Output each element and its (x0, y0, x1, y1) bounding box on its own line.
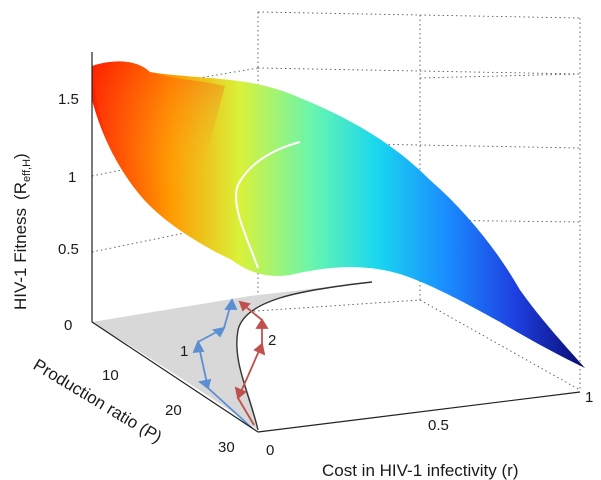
x-axis-ticks: 0 0.5 1 (266, 389, 593, 459)
x-axis-title: Cost in HIV-1 infectivity (r) (322, 461, 519, 480)
z-tick-label: 0 (64, 317, 72, 334)
evolution-path-1 (192, 298, 253, 429)
evolution-path-2 (234, 300, 269, 426)
y-axis-title: Production ratio (P) (30, 355, 165, 447)
z-tick-label: 0.5 (58, 241, 79, 258)
z-tick-label: 1.5 (58, 91, 79, 108)
z-axis-ticks: 0 0.5 1 1.5 (58, 91, 79, 334)
floor-feasible-region (92, 282, 372, 430)
z-axis-title-main: HIV-1 Fitness (11, 208, 30, 310)
floor-boundary-curve (236, 281, 373, 431)
x-tick-label: 0.5 (428, 417, 449, 434)
z-axis-title-close: ) (11, 153, 30, 159)
fitness-surface (92, 61, 585, 368)
z-tick-label: 1 (68, 169, 76, 186)
z-axis-title-open: (R (11, 182, 30, 200)
path-label-2: 2 (268, 332, 276, 349)
fitness-contour-line (235, 141, 301, 269)
z-axis-title-sub: eff,H (21, 159, 33, 182)
y-axis-ticks: 10 20 30 (102, 367, 235, 456)
x-tick-label: 1 (585, 389, 593, 406)
y-tick-label: 10 (102, 367, 119, 384)
path-label-1: 1 (180, 343, 188, 360)
y-tick-label: 30 (218, 439, 235, 456)
y-tick-label: 20 (165, 402, 182, 419)
z-axis-title: HIV-1 Fitness (Reff,H) (11, 153, 33, 310)
x-tick-label: 0 (266, 442, 274, 459)
axis-lines (91, 52, 581, 433)
